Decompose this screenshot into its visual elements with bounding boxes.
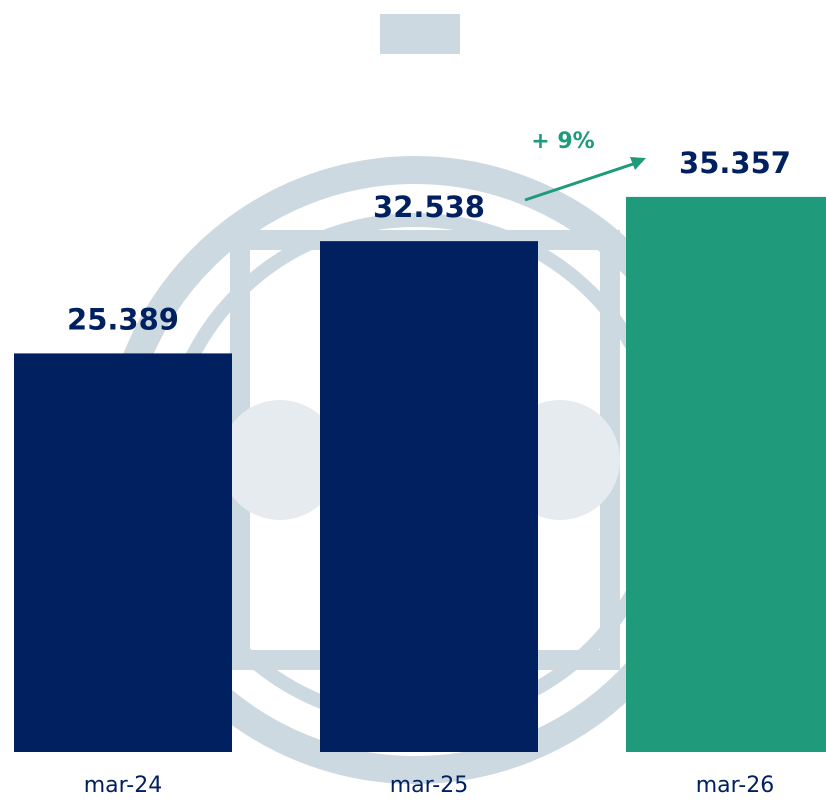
chart: + 9% 25.389 mar-24 32.538 mar-25 35.357 mar-2… <box>0 0 826 801</box>
bar <box>626 197 826 752</box>
bar <box>320 241 538 752</box>
value-label: 35.357 <box>679 146 791 180</box>
value-label: 32.538 <box>373 190 485 224</box>
x-tick-label: mar-25 <box>390 773 468 798</box>
x-tick-label: mar-26 <box>696 773 774 798</box>
bar <box>14 353 232 752</box>
change-annotation: + 9% <box>531 129 594 154</box>
gear-tooth <box>380 14 460 54</box>
value-label: 25.389 <box>67 302 179 336</box>
x-tick-label: mar-24 <box>84 773 162 798</box>
change-arrow <box>525 163 636 200</box>
